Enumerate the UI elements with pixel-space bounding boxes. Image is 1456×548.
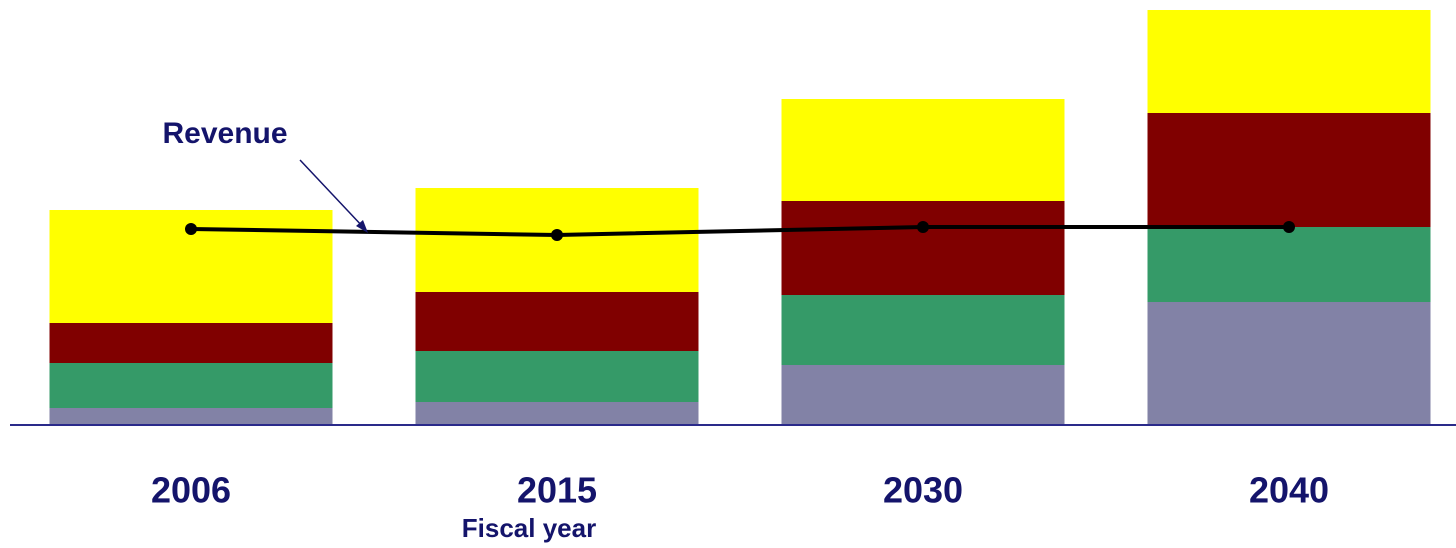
revenue-marker — [1283, 221, 1295, 233]
bar-segment — [781, 295, 1065, 365]
bar-segment — [49, 323, 333, 363]
revenue-marker — [917, 221, 929, 233]
line-label: Revenue — [162, 117, 287, 150]
x-axis-label: Fiscal year — [462, 513, 596, 543]
bar-segment — [1147, 227, 1431, 302]
bar-segment — [415, 402, 699, 425]
bar-segment — [49, 408, 333, 425]
x-tick-label: 2040 — [1249, 470, 1329, 511]
bar-segment — [49, 363, 333, 408]
bar-segment — [415, 351, 699, 402]
annotation-arrow — [299, 159, 365, 229]
bar-segment — [415, 292, 699, 351]
x-tick-label: 2006 — [151, 470, 231, 511]
bar-segment — [1147, 113, 1431, 227]
x-tick-label: 2015 — [517, 470, 597, 511]
bar-segment — [781, 99, 1065, 201]
bar-segment — [781, 201, 1065, 295]
bar-segment — [781, 365, 1065, 425]
bar-segment — [1147, 10, 1431, 113]
revenue-marker — [551, 229, 563, 241]
revenue-marker — [185, 223, 197, 235]
annotation-arrowhead — [356, 220, 368, 233]
x-tick-label: 2030 — [883, 470, 963, 511]
revenue-line — [190, 225, 1289, 238]
bar-segment — [1147, 302, 1431, 425]
